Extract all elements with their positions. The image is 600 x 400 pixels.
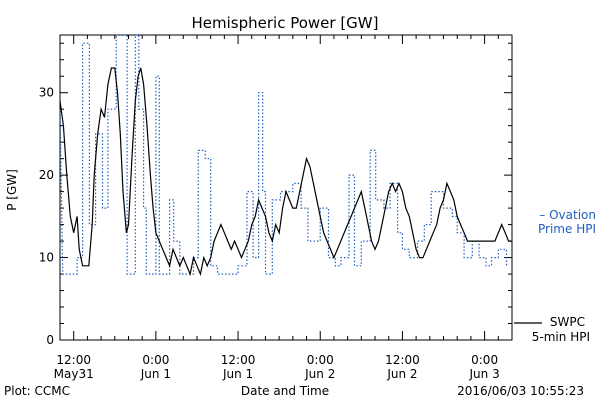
x-tick-time: 0:00	[471, 353, 498, 367]
legend-swpc-line1: SWPC	[550, 315, 585, 329]
x-tick-date: Jun 1	[140, 367, 171, 381]
legend-ovation-line2: Prime HPI	[538, 222, 596, 236]
x-tick-time: 12:00	[385, 353, 420, 367]
footer-plot-credit: Plot: CCMC	[4, 384, 70, 398]
chart-title: Hemispheric Power [GW]	[192, 14, 379, 32]
legend-swpc-line2: 5-min HPI	[532, 330, 590, 344]
x-tick-date: Jun 2	[304, 367, 335, 381]
x-tick-date: Jun 1	[222, 367, 253, 381]
series-line-ovation-prime-hpi	[59, 34, 508, 275]
y-tick-label: 20	[39, 168, 54, 182]
y-tick-label: 0	[46, 333, 54, 347]
x-tick-date: Jun 2	[386, 367, 417, 381]
x-tick-date: Jun 3	[469, 367, 500, 381]
legend-ovation-line1: – Ovation	[539, 208, 596, 222]
y-tick-label: 10	[39, 251, 54, 265]
plot-frame	[59, 34, 513, 341]
series-line-swpc-5min-hpi	[59, 67, 512, 277]
y-tick-label: 30	[39, 86, 54, 100]
x-axis-label: Date and Time	[241, 384, 329, 398]
x-tick-date: May31	[54, 367, 94, 381]
y-axis-label: P [GW]	[5, 169, 19, 211]
y-axis: 0 10 20 30	[39, 42, 512, 347]
x-tick-time: 0:00	[142, 353, 169, 367]
footer-timestamp: 2016/06/03 10:55:23	[457, 384, 584, 398]
x-tick-time: 12:00	[221, 353, 256, 367]
x-tick-time: 12:00	[56, 353, 91, 367]
x-tick-time: 0:00	[307, 353, 334, 367]
